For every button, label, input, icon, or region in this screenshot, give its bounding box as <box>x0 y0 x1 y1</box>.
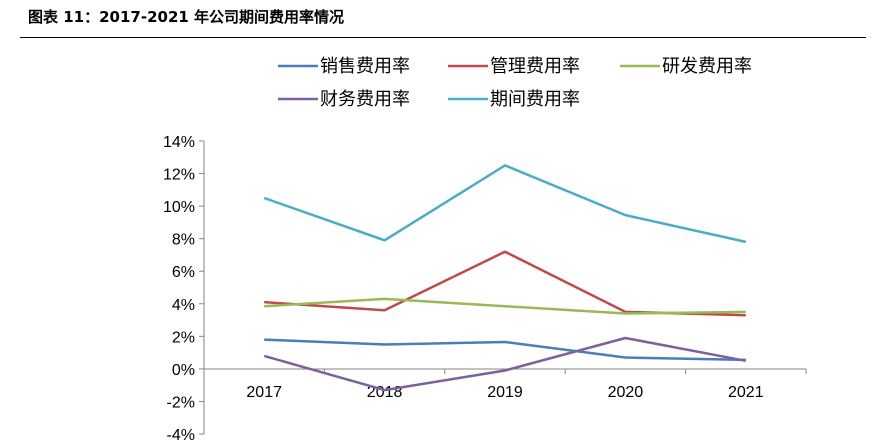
series-line <box>263 164 747 244</box>
series-line <box>264 338 746 362</box>
legend-label: 销售费用率 <box>320 56 410 77</box>
x-tick-label: 2021 <box>728 384 764 401</box>
y-tick-label: -4% <box>167 427 195 444</box>
series-line <box>263 336 747 392</box>
y-tick-label: 8% <box>172 232 195 249</box>
x-tick-label: 2017 <box>246 384 282 401</box>
y-tick-label: 4% <box>172 297 195 314</box>
y-tick-label: 0% <box>172 362 195 379</box>
x-tick-label: 2019 <box>487 384 523 401</box>
y-tick-label: 14% <box>163 134 195 151</box>
legend-label: 管理费用率 <box>490 56 580 77</box>
y-tick-label: 10% <box>163 199 195 216</box>
y-tick-label: -2% <box>167 394 195 411</box>
y-tick-label: 2% <box>172 329 195 346</box>
y-tick-label: 6% <box>172 264 195 281</box>
legend-label: 财务费用率 <box>320 89 410 110</box>
chart-caption: 图表 11：2017-2021 年公司期间费用率情况 <box>28 8 345 26</box>
legend-label: 期间费用率 <box>490 89 580 110</box>
y-tick-label: 12% <box>163 167 195 184</box>
series-line <box>264 297 746 315</box>
x-tick-label: 2020 <box>608 384 644 401</box>
caption-rule <box>20 37 866 38</box>
legend-label: 研发费用率 <box>662 56 752 77</box>
chart-axes: -4%-2%0%2%4%6%8%10%12%14%2017 2018 2019 202… <box>163 134 807 444</box>
chart-series <box>263 164 747 392</box>
